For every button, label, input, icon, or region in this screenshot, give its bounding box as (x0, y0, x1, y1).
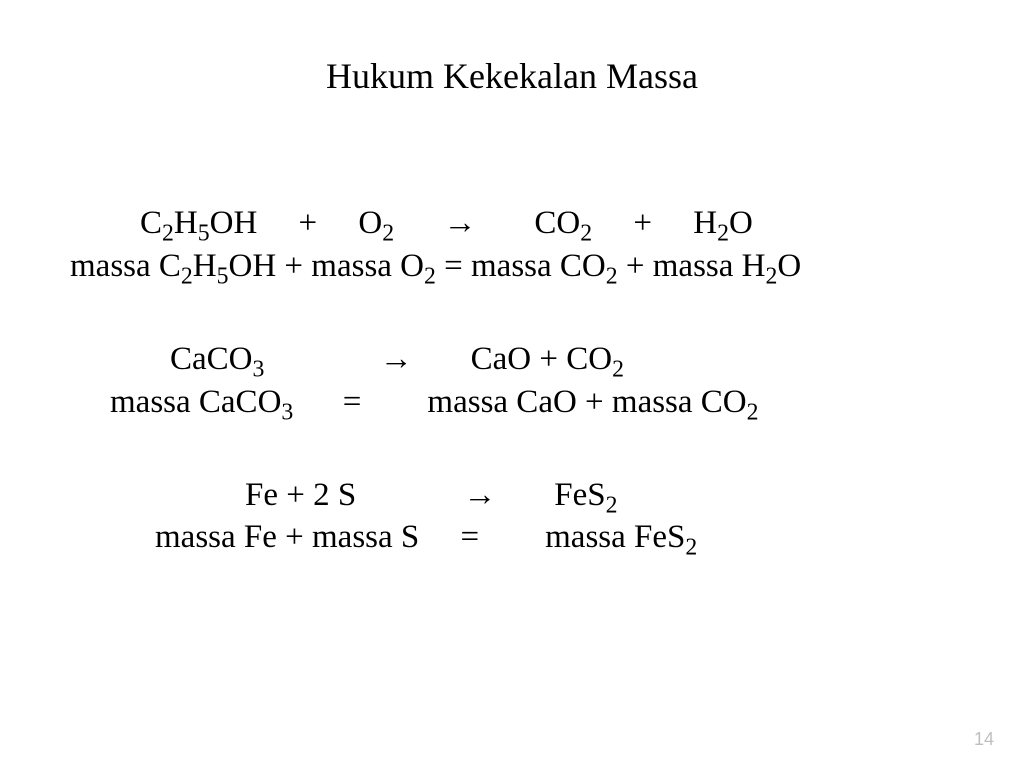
eq-text: O (729, 205, 753, 241)
eq-sub: 2 (162, 221, 174, 247)
eq-sub: 2 (382, 221, 394, 247)
eq-text: OH + massa O (229, 248, 425, 284)
equation-2-reaction: CaCO3 → CaO + CO2 (170, 338, 984, 381)
eq-text: = (461, 519, 480, 555)
eq-sub: 2 (580, 221, 592, 247)
eq-sub: 2 (606, 263, 618, 289)
content-area: C2H5OH + O2 → CO2 + H2O massa C2H5OH + m… (40, 202, 984, 559)
eq-text: CaCO (170, 341, 253, 377)
eq-sub: 2 (685, 535, 697, 561)
eq-text: H (193, 248, 217, 284)
eq-text: = massa CO (436, 248, 606, 284)
eq-text: CO (534, 205, 580, 241)
eq-text: massa FeS (545, 519, 685, 555)
eq-sub: 2 (747, 399, 759, 425)
eq-text: + massa H (618, 248, 766, 284)
eq-sub: 2 (606, 492, 618, 518)
equation-1-mass: massa C2H5OH + massa O2 = massa CO2 + ma… (70, 245, 984, 288)
equation-3-mass: massa Fe + massa S = massa FeS2 (155, 516, 984, 559)
eq-text: H (174, 205, 198, 241)
page-title: Hukum Kekekalan Massa (40, 55, 984, 97)
eq-sub: 2 (765, 263, 777, 289)
eq-sub: 5 (217, 263, 229, 289)
arrow-icon: → (380, 341, 413, 377)
eq-sub: 2 (181, 263, 193, 289)
slide-container: Hukum Kekekalan Massa C2H5OH + O2 → CO2 … (0, 0, 1024, 768)
eq-text: massa CaO + massa CO (427, 384, 746, 420)
eq-text: + (299, 205, 318, 241)
eq-text: + (633, 205, 652, 241)
eq-sub: 2 (717, 221, 729, 247)
eq-text: O (358, 205, 382, 241)
eq-text: massa C (70, 248, 181, 284)
eq-sub: 2 (612, 356, 624, 382)
eq-text: massa CaCO (110, 384, 281, 420)
arrow-icon: → (444, 205, 477, 241)
equation-1-reaction: C2H5OH + O2 → CO2 + H2O (140, 202, 984, 245)
eq-text: O (777, 248, 801, 284)
eq-sub: 5 (198, 221, 210, 247)
equation-3-reaction: Fe + 2 S → FeS2 (245, 474, 984, 517)
arrow-icon: → (463, 477, 496, 513)
eq-text: Fe + 2 S (245, 477, 356, 513)
page-number: 14 (974, 729, 994, 750)
eq-text: = (343, 384, 362, 420)
eq-text: massa Fe + massa S (155, 519, 419, 555)
eq-text: FeS (554, 477, 605, 513)
equation-2-mass: massa CaCO3 = massa CaO + massa CO2 (110, 381, 984, 424)
eq-text: OH (210, 205, 258, 241)
eq-sub: 3 (281, 399, 293, 425)
eq-text: C (140, 205, 162, 241)
eq-text: H (693, 205, 717, 241)
eq-sub: 3 (253, 356, 265, 382)
eq-sub: 2 (424, 263, 436, 289)
eq-text: CaO + CO (471, 341, 612, 377)
